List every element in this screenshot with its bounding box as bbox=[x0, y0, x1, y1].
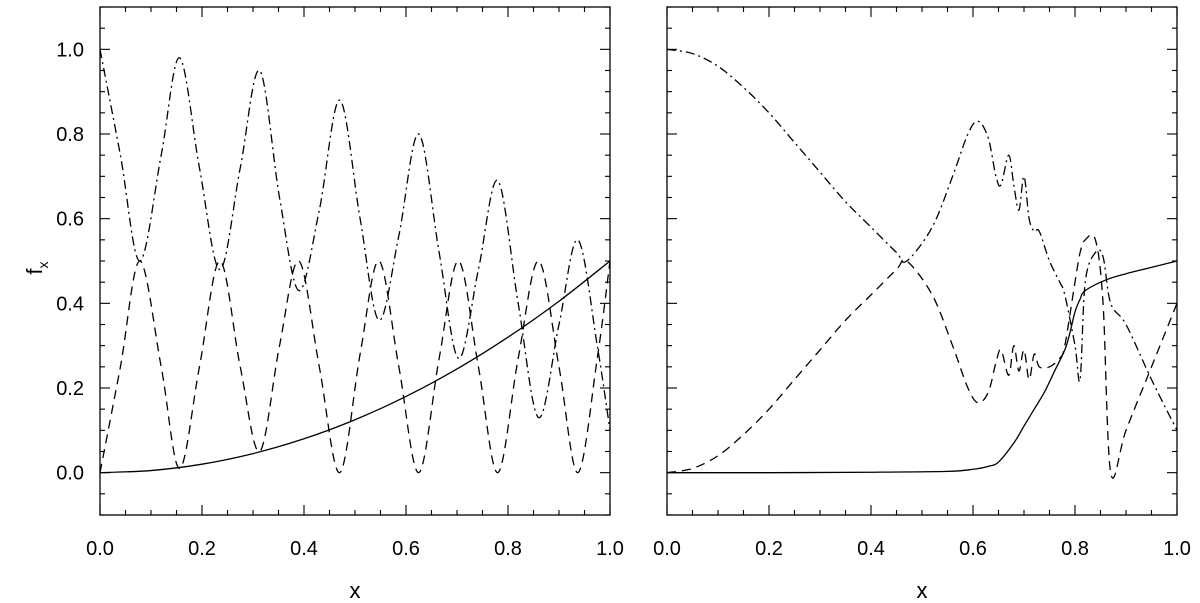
left-y-tick-label: 0.0 bbox=[56, 463, 84, 485]
left-x-tick-label: 0.6 bbox=[392, 538, 420, 560]
y-axis-label-subscript: x bbox=[35, 261, 51, 268]
right-panel: 0.0 0.2 0.4 0.6 0.8 1.0 bbox=[653, 6, 1191, 560]
y-axis-label-main: f bbox=[22, 268, 47, 275]
right-x-tick-label: 1.0 bbox=[1163, 538, 1191, 560]
right-x-tick-label: 0.0 bbox=[653, 538, 681, 560]
left-dashed-series-line bbox=[99, 260, 611, 474]
right-x-tick-label: 0.2 bbox=[755, 538, 783, 560]
svg-text:fx: fx bbox=[22, 261, 51, 274]
left-panel: 0.0 0.2 0.4 0.6 0.8 1.0 0.0 0.2 0.4 0.6 0.8 1.0 bbox=[56, 6, 624, 560]
left-x-tick-label: 0.8 bbox=[494, 538, 522, 560]
left-y-tick-label: 0.4 bbox=[56, 293, 84, 315]
left-x-tick-label: 0.2 bbox=[188, 538, 216, 560]
left-x-tick-label: 1.0 bbox=[596, 538, 624, 560]
left-x-tick-label: 0.4 bbox=[290, 538, 318, 560]
right-solid-series-line bbox=[666, 260, 1178, 474]
right-plot-frame bbox=[666, 6, 1178, 516]
right-dashed-series-line bbox=[666, 234, 1178, 479]
right-x-tick-label: 0.4 bbox=[857, 538, 885, 560]
left-x-axis-label: x bbox=[350, 578, 361, 603]
left-y-tick-label: 1.0 bbox=[56, 39, 84, 61]
left-y-tick-label: 0.8 bbox=[56, 124, 84, 146]
right-dashdot-series-line bbox=[666, 48, 1178, 431]
left-y-axis-label: fx bbox=[22, 261, 51, 274]
left-y-tick-label: 0.6 bbox=[56, 209, 84, 231]
left-y-tick-label: 0.2 bbox=[56, 378, 84, 400]
right-x-tick-label: 0.6 bbox=[959, 538, 987, 560]
right-x-tick-label: 0.8 bbox=[1061, 538, 1089, 560]
left-x-tick-label: 0.0 bbox=[86, 538, 114, 560]
left-dashdot-series-line bbox=[99, 49, 611, 431]
right-x-axis-label: x bbox=[917, 578, 928, 603]
left-solid-series-line bbox=[99, 260, 611, 474]
left-plot-frame bbox=[99, 6, 611, 516]
